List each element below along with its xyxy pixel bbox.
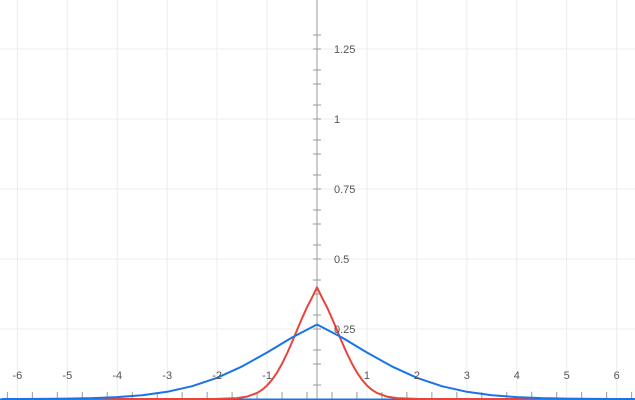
series-line-2 <box>1 323 635 400</box>
series-lines <box>1 286 635 400</box>
x-tick-label: -5 <box>62 370 72 382</box>
y-tick-label: 1 <box>334 114 340 126</box>
x-tick-label: -3 <box>162 370 172 382</box>
x-tick-label: -1 <box>262 370 272 382</box>
x-tick-label: 4 <box>514 370 520 382</box>
y-tick-label: 1.25 <box>334 44 355 56</box>
series-line-1 <box>16 286 618 400</box>
tick-labels: -6 -5 -4 -3 -2 -1 1 2 3 4 5 6 0.25 0.5 0.75 1 1.25 <box>12 44 619 382</box>
y-tick-label: 0.25 <box>334 324 355 336</box>
x-tick-label: 5 <box>564 370 570 382</box>
x-tick-label: -6 <box>12 370 22 382</box>
x-tick-label: -4 <box>112 370 122 382</box>
x-tick-label: 6 <box>614 370 620 382</box>
y-tick-label: 0.75 <box>334 184 355 196</box>
x-tick-label: 2 <box>414 370 420 382</box>
x-tick-label: 1 <box>364 370 370 382</box>
x-tick-label: -2 <box>212 370 222 382</box>
y-tick-label: 0.5 <box>334 254 349 266</box>
x-tick-label: 3 <box>464 370 470 382</box>
